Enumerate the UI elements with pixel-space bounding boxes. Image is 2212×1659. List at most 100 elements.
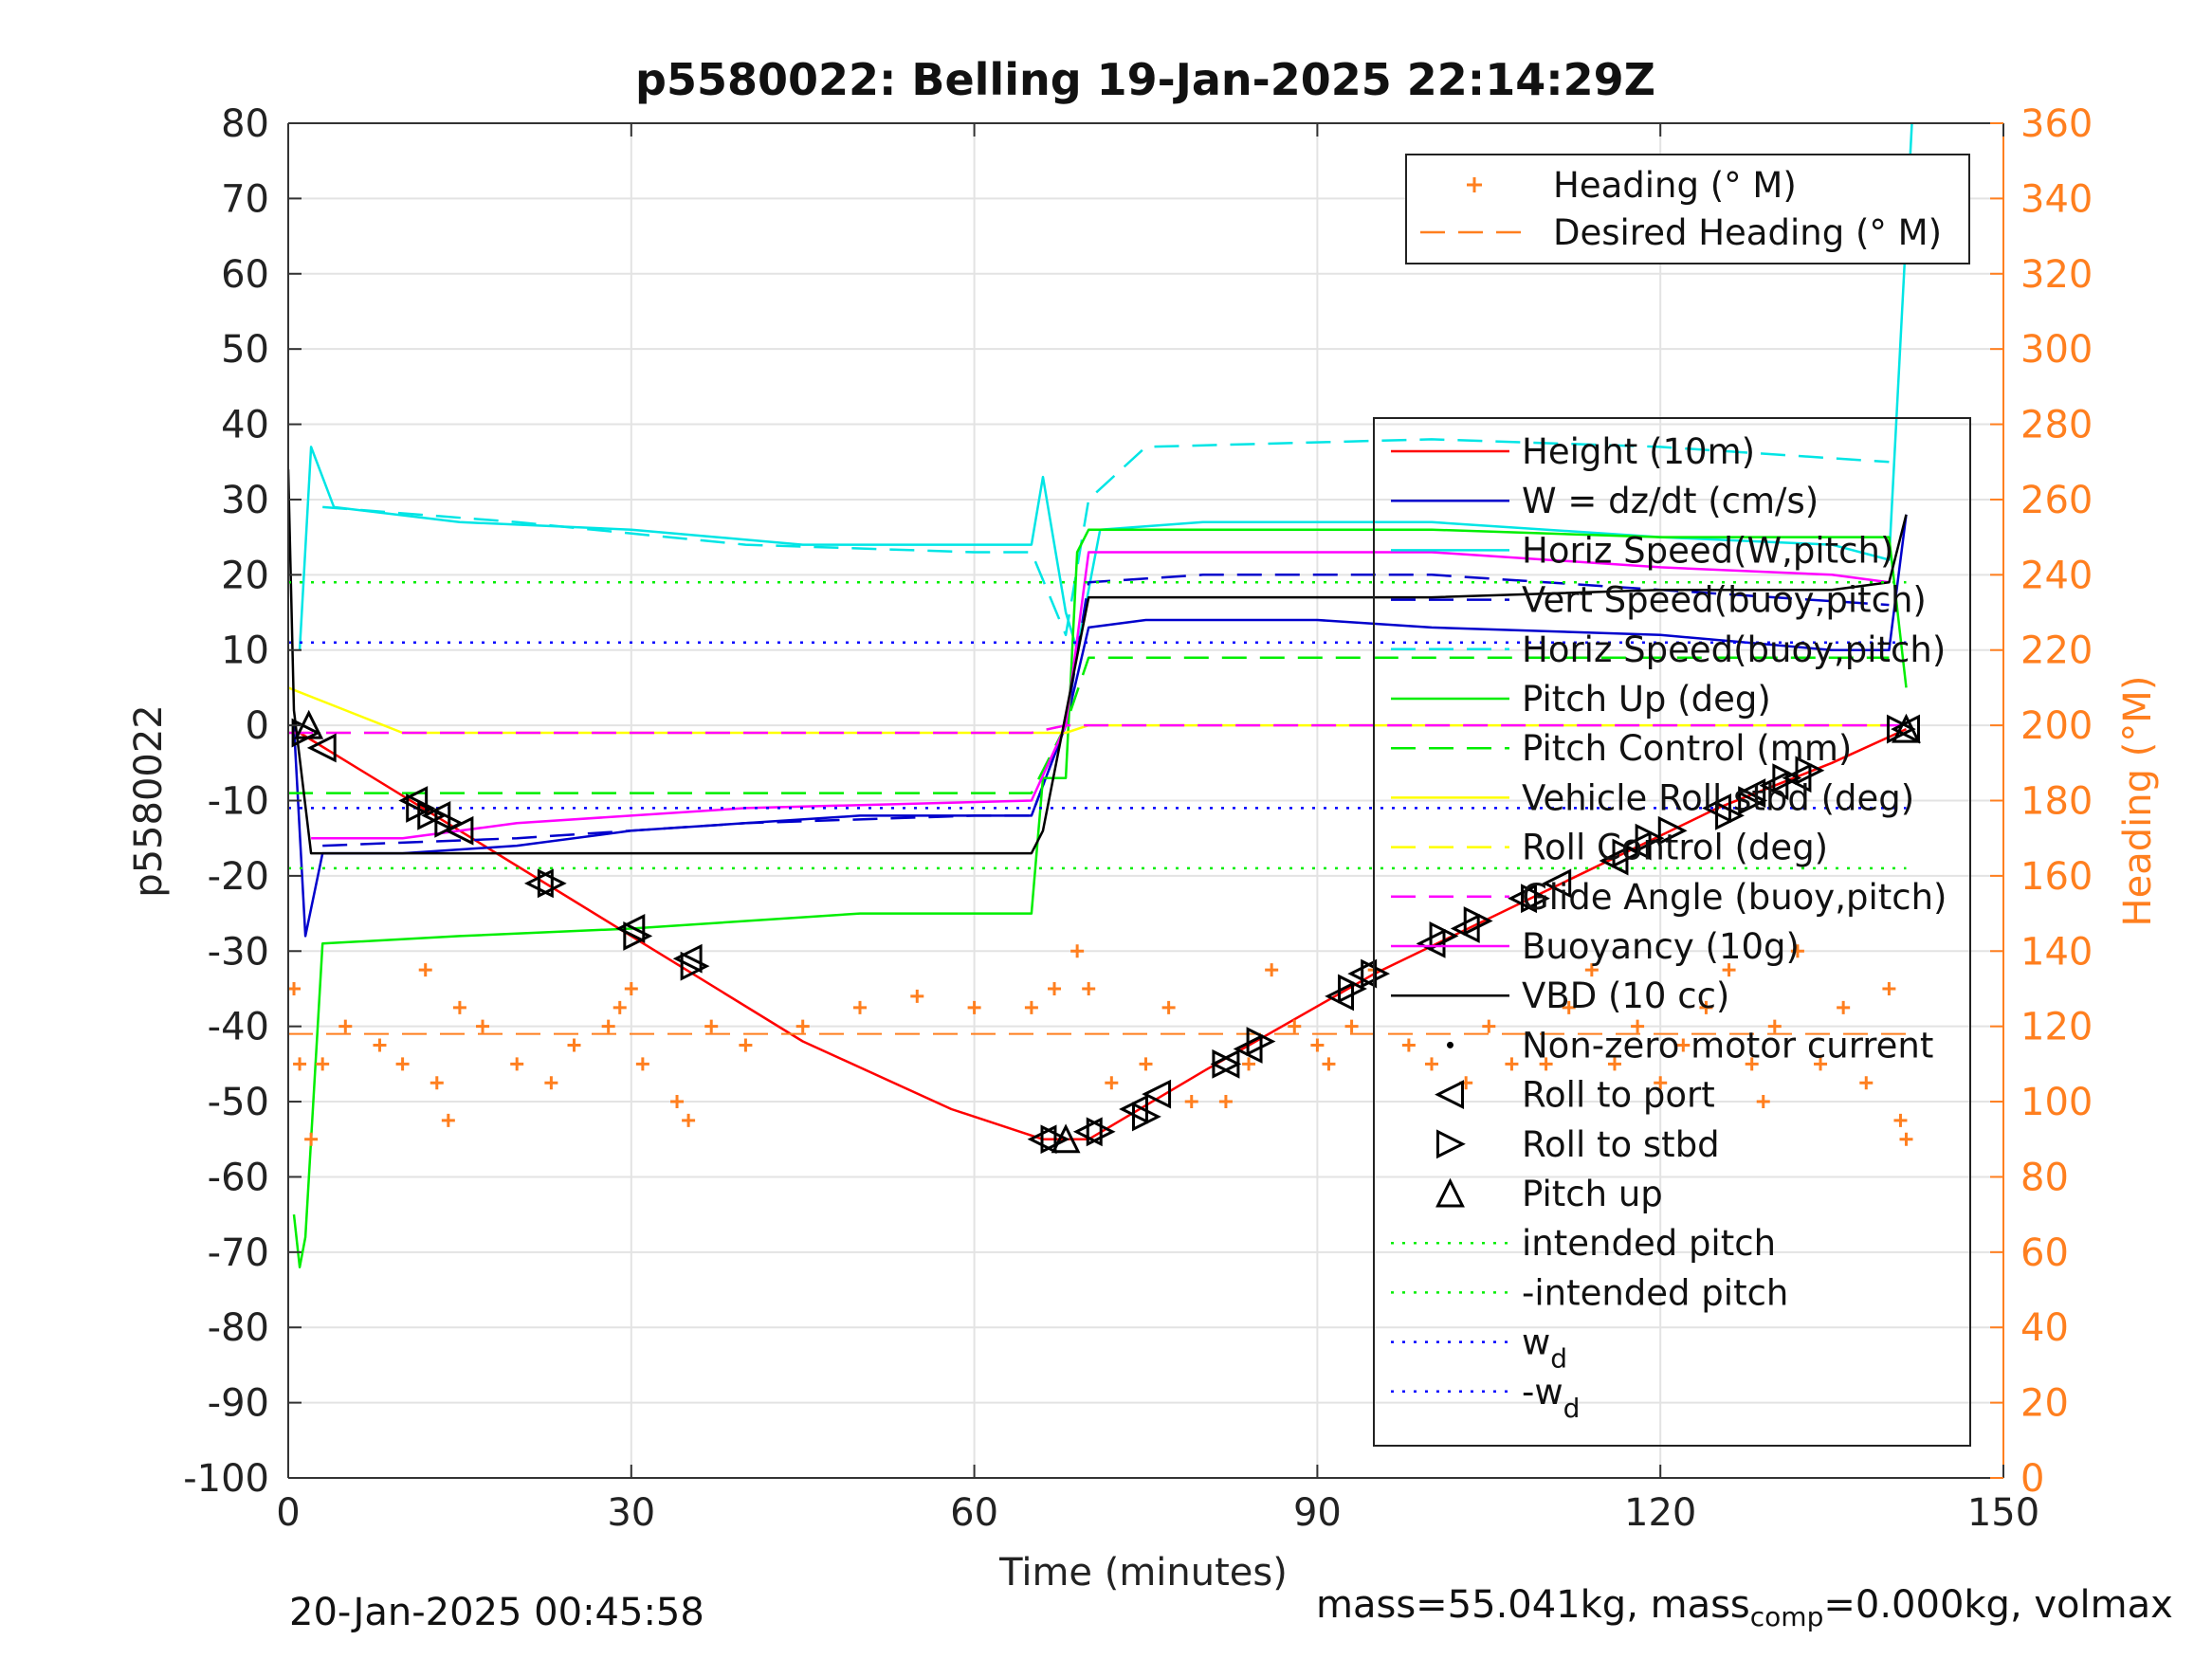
heading-point bbox=[1539, 1057, 1553, 1071]
y2-tick-label: 80 bbox=[2020, 1156, 2069, 1199]
legend-label: Buoyancy (10g) bbox=[1522, 926, 1800, 967]
heading-point bbox=[1310, 1038, 1325, 1052]
heading-point bbox=[1401, 1038, 1416, 1052]
y-tick-label: -100 bbox=[183, 1457, 269, 1501]
legend-label: W = dz/dt (cm/s) bbox=[1522, 481, 1819, 521]
y2-tick-label: 360 bbox=[2020, 102, 2093, 146]
series-horiz-speed-w-pitch bbox=[298, 123, 1913, 651]
heading-point bbox=[624, 981, 638, 995]
legend-label: intended pitch bbox=[1522, 1223, 1776, 1264]
heading-point bbox=[601, 1019, 615, 1033]
roll-to-stbd-marker bbox=[680, 951, 710, 981]
legend-main: Height (10m) W = dz/dt (cm/s) Horiz Speed(… bbox=[1373, 417, 1971, 1447]
x-tick-label: 90 bbox=[1293, 1491, 1342, 1535]
heading-point bbox=[1654, 1076, 1668, 1090]
heading-point bbox=[1070, 944, 1085, 958]
y-tick-label: 10 bbox=[221, 629, 269, 673]
roll-to-stbd-marker bbox=[1463, 906, 1493, 936]
roll-to-stbd-marker bbox=[1132, 1102, 1161, 1132]
heading-point bbox=[1105, 1076, 1119, 1090]
heading-point bbox=[1288, 1019, 1302, 1033]
y2-axis-label: Heading (°M) bbox=[2116, 676, 2160, 927]
footer-mass-rest: =0.000kg, volmax bbox=[1823, 1583, 2173, 1627]
x-tick-label: 60 bbox=[950, 1491, 998, 1535]
roll-to-stbd-marker bbox=[1612, 838, 1642, 868]
legend-main-box bbox=[1373, 417, 1971, 1447]
heading-point bbox=[1676, 1038, 1691, 1052]
heading-point bbox=[418, 963, 432, 977]
heading-point bbox=[1184, 1095, 1198, 1109]
y-tick-label: 50 bbox=[221, 328, 269, 372]
legend-label: Roll Control (deg) bbox=[1522, 828, 1828, 868]
legend-heading-box bbox=[1405, 154, 1970, 264]
legend-label: Desired Heading (° M) bbox=[1553, 212, 1942, 253]
footer-timestamp: 20-Jan-2025 00:45:58 bbox=[289, 1591, 704, 1634]
legend-label: Roll to port bbox=[1522, 1075, 1715, 1116]
roll-to-port-marker bbox=[672, 943, 703, 974]
legend-label: Heading (° M) bbox=[1553, 165, 1797, 206]
heading-point bbox=[1756, 1095, 1770, 1109]
heading-point bbox=[1425, 1057, 1438, 1071]
y2-tick-label: 40 bbox=[2020, 1306, 2069, 1350]
legend-label: Pitch up bbox=[1522, 1174, 1663, 1214]
heading-point bbox=[1048, 981, 1062, 995]
heading-point bbox=[682, 1113, 696, 1127]
heading-point bbox=[338, 1019, 353, 1033]
heading-point bbox=[293, 1057, 307, 1071]
heading-point bbox=[795, 1019, 810, 1033]
legend-sample-marker bbox=[1435, 1080, 1464, 1110]
footer-mass-sub: comp bbox=[1749, 1601, 1824, 1632]
chart-title: p5580022: Belling 19-Jan-2025 22:14:29Z bbox=[635, 54, 1655, 105]
heading-point bbox=[1882, 981, 1896, 995]
heading-point bbox=[1024, 1000, 1038, 1014]
legend-label-main: w bbox=[1522, 1322, 1550, 1363]
y2-tick-label: 240 bbox=[2020, 554, 2093, 597]
heading-point bbox=[441, 1113, 455, 1127]
x-tick-label: 0 bbox=[276, 1491, 300, 1535]
heading-point bbox=[1899, 1132, 1913, 1146]
heading-point bbox=[739, 1038, 753, 1052]
roll-to-stbd-marker bbox=[1429, 921, 1459, 951]
heading-point bbox=[288, 981, 302, 995]
legend-label: VBD (10 cc) bbox=[1522, 975, 1729, 1016]
y-tick-label: -60 bbox=[208, 1156, 269, 1199]
y-tick-label: -70 bbox=[208, 1231, 269, 1275]
pitch-up-marker bbox=[1051, 1123, 1081, 1154]
legend-sample-marker bbox=[1435, 1177, 1465, 1208]
y2-tick-label: 340 bbox=[2020, 177, 2093, 221]
legend-label: Horiz Speed(W,pitch) bbox=[1522, 530, 1893, 571]
heading-point bbox=[1790, 944, 1804, 958]
heading-point bbox=[1139, 1057, 1153, 1071]
y-tick-label: -50 bbox=[208, 1081, 269, 1124]
roll-to-stbd-marker bbox=[1772, 763, 1802, 793]
heading-point bbox=[1505, 1057, 1519, 1071]
roll-to-stbd-marker bbox=[1657, 815, 1688, 846]
series-horiz-speed-buoy-pitch bbox=[322, 438, 1890, 637]
heading-point bbox=[304, 1132, 319, 1146]
legend-label-sub: d bbox=[1563, 1393, 1581, 1424]
heading-point bbox=[1699, 1000, 1713, 1014]
y-tick-label: 20 bbox=[221, 554, 269, 597]
legend-label: Height (10m) bbox=[1522, 431, 1755, 472]
y2-tick-label: 100 bbox=[2020, 1081, 2093, 1124]
roll-to-stbd-marker bbox=[537, 868, 567, 899]
x-tick-label: 30 bbox=[607, 1491, 655, 1535]
roll-to-stbd-marker bbox=[1246, 1027, 1276, 1056]
heading-point bbox=[1218, 1095, 1233, 1109]
y2-tick-label: 0 bbox=[2020, 1457, 2044, 1501]
roll-to-stbd-marker bbox=[1635, 823, 1665, 853]
legend-sample-dot bbox=[1447, 1041, 1453, 1048]
roll-to-stbd-marker bbox=[417, 800, 448, 830]
y-tick-label: -80 bbox=[208, 1306, 269, 1350]
roll-to-port-marker bbox=[1891, 714, 1920, 744]
heading-point bbox=[1482, 1019, 1496, 1033]
series-buoyancy-10g bbox=[311, 551, 1890, 840]
heading-point bbox=[1893, 1113, 1908, 1127]
y-tick-label: 40 bbox=[221, 404, 269, 447]
roll-to-stbd-marker bbox=[1886, 714, 1916, 744]
legend-label: -wd bbox=[1522, 1372, 1580, 1424]
heading-point bbox=[1745, 1057, 1759, 1071]
legend-heading: Heading (° M) Desired Heading (° M) bbox=[1405, 154, 1970, 264]
y-tick-label: -90 bbox=[208, 1382, 269, 1426]
y2-tick-label: 180 bbox=[2020, 780, 2093, 824]
